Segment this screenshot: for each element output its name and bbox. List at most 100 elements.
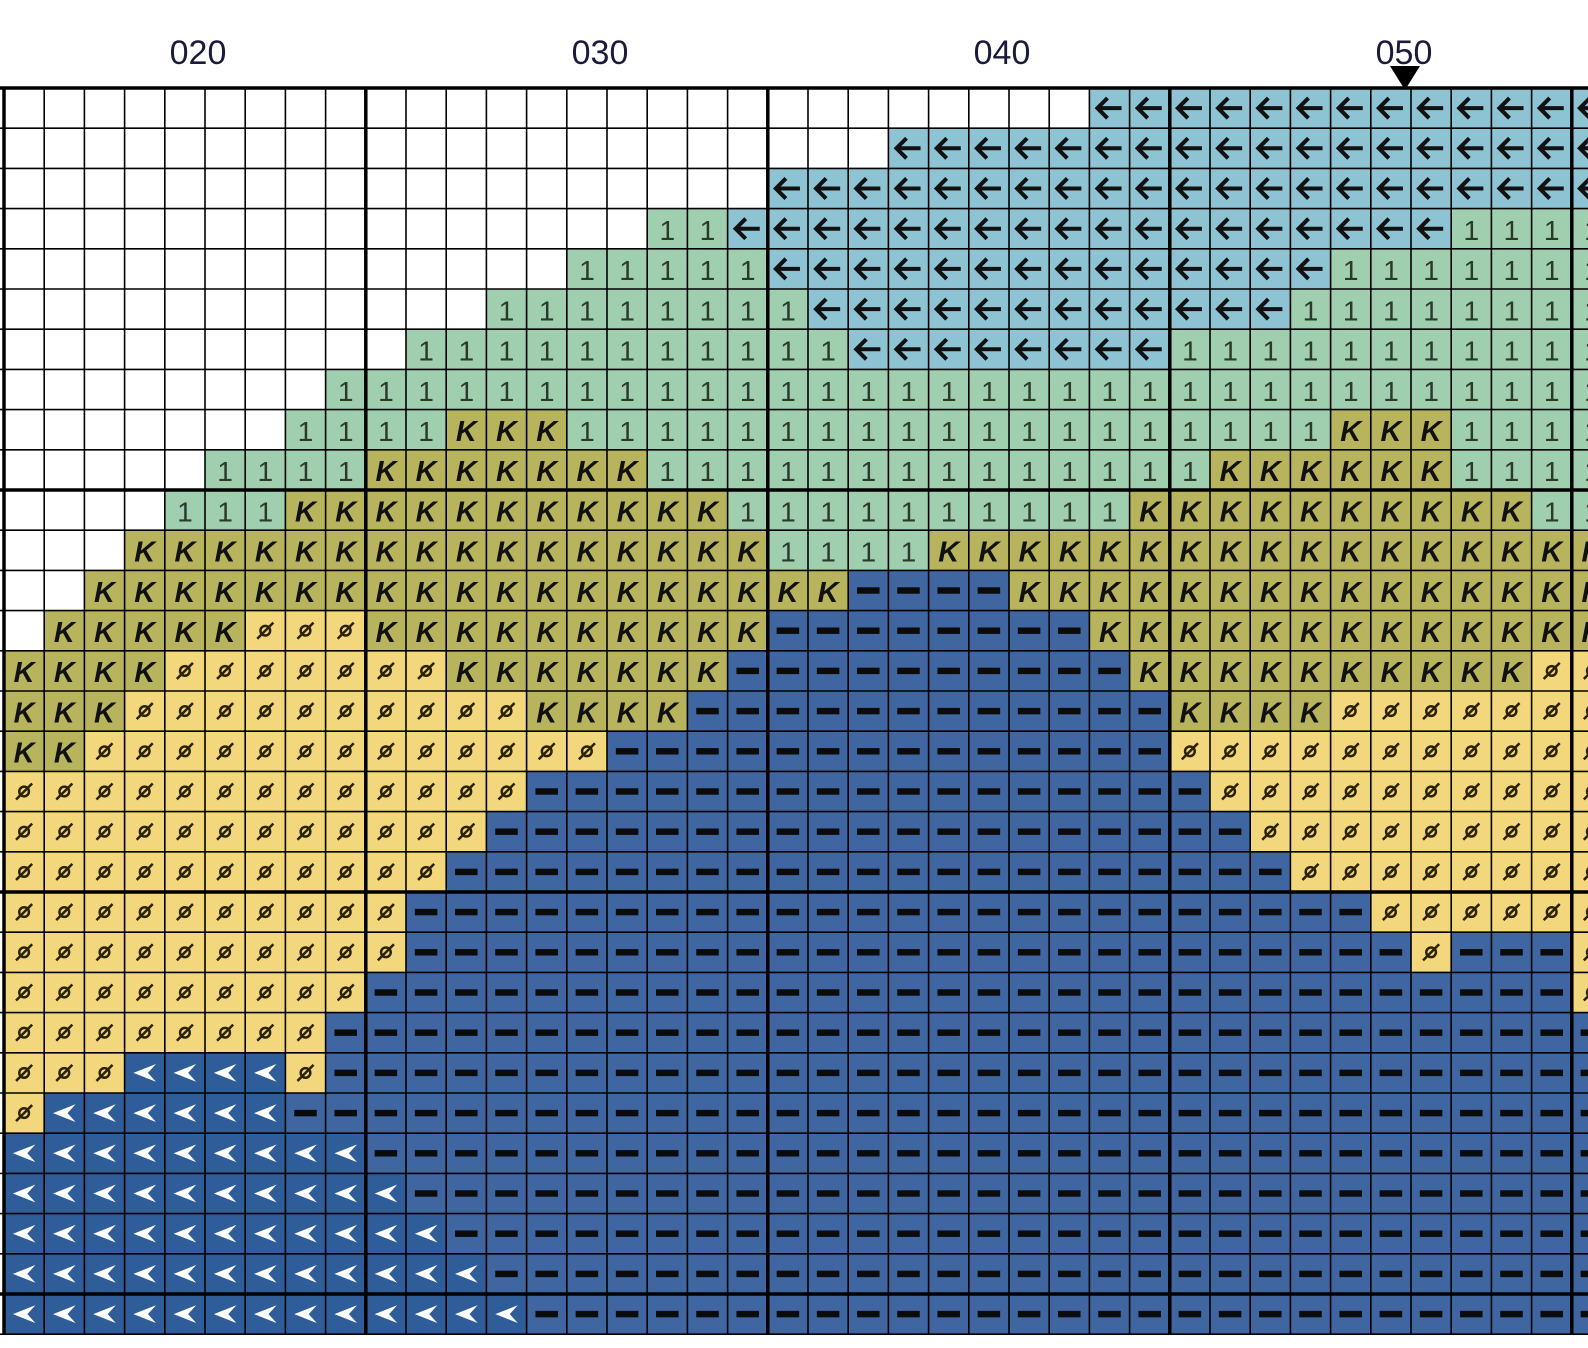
stitch-cell: K — [1250, 691, 1291, 732]
stitch-cell — [1370, 88, 1411, 129]
stitch-cell — [928, 329, 969, 370]
cell-fill — [647, 289, 688, 330]
k-symbol: K — [1461, 657, 1484, 689]
stitch-cell — [1330, 1012, 1371, 1053]
stitch-cell — [566, 892, 607, 933]
dash-symbol — [1540, 949, 1563, 956]
dash-symbol — [1379, 1029, 1403, 1036]
dash-symbol — [776, 1069, 800, 1077]
cell-fill — [4, 369, 45, 410]
dash-symbol — [696, 1270, 719, 1278]
cell-fill — [1571, 691, 1588, 732]
stitch-cell — [1129, 168, 1170, 209]
stitch-cell: K — [526, 610, 567, 651]
dash-symbol — [1218, 1150, 1242, 1157]
stitch-cell — [767, 208, 808, 249]
dash-symbol — [857, 1150, 880, 1157]
stitch-cell — [4, 892, 45, 933]
dash-symbol — [897, 1109, 920, 1117]
stitch-cell — [1210, 1133, 1251, 1174]
stitch-cell — [1491, 892, 1532, 933]
stitch-cell — [1531, 1012, 1572, 1053]
cell-fill — [687, 168, 728, 209]
stitch-cell — [1169, 128, 1210, 169]
stitch-cell — [1411, 691, 1452, 732]
dash-symbol — [1017, 707, 1041, 715]
cell-fill — [486, 409, 527, 450]
stitch-cell — [848, 570, 889, 611]
stitch-cell: K — [1210, 449, 1251, 490]
stitch-cell — [526, 972, 567, 1013]
one-symbol: 1 — [1102, 496, 1118, 527]
cell-fill — [1250, 530, 1291, 571]
dash-symbol — [857, 788, 880, 795]
stitch-cell — [928, 1213, 969, 1254]
dash-symbol — [736, 1150, 759, 1157]
stitch-cell — [848, 1213, 889, 1254]
left-arrow-symbol — [1255, 136, 1283, 160]
k-symbol: K — [295, 577, 318, 609]
stitch-cell — [968, 771, 1009, 812]
one-symbol: 1 — [257, 456, 273, 487]
stitch-cell — [1169, 168, 1210, 209]
cell-fill — [1370, 248, 1411, 289]
stitch-cell — [968, 248, 1009, 289]
stitch-cell — [1049, 1052, 1090, 1093]
cell-fill — [1411, 329, 1452, 370]
k-symbol: K — [1139, 617, 1162, 649]
stitch-cell — [486, 1173, 527, 1214]
cell-fill — [1411, 248, 1452, 289]
cell-fill — [1049, 570, 1090, 611]
one-symbol: 1 — [619, 416, 635, 447]
dash-symbol — [1218, 908, 1242, 916]
cell-fill — [4, 88, 45, 129]
stitch-cell — [1089, 1052, 1130, 1093]
cell-fill — [446, 289, 487, 330]
stitch-cell — [44, 972, 85, 1013]
cell-fill — [1411, 289, 1452, 330]
stitch-cell — [1370, 691, 1411, 732]
cell-fill — [245, 449, 286, 490]
cell-fill — [205, 128, 246, 169]
stitch-cell: 1 — [1330, 369, 1371, 410]
dash-symbol — [1299, 1270, 1322, 1278]
one-symbol: 1 — [1102, 416, 1118, 447]
stitch-cell — [486, 892, 527, 933]
cell-fill — [325, 369, 366, 410]
stitch-cell — [808, 892, 849, 933]
one-symbol: 1 — [1303, 295, 1319, 326]
dash-symbol — [455, 1150, 478, 1157]
dash-symbol — [816, 1069, 840, 1077]
stitch-cell: 1 — [607, 409, 648, 450]
stitch-cell — [365, 329, 406, 370]
cell-fill — [406, 490, 447, 531]
k-symbol: K — [456, 456, 479, 488]
one-symbol: 1 — [700, 376, 716, 407]
left-arrow-symbol — [1335, 136, 1363, 160]
cell-fill — [687, 530, 728, 571]
stitch-cell — [1571, 731, 1588, 772]
cell-fill — [566, 329, 607, 370]
dash-symbol — [937, 788, 960, 795]
cell-fill — [1169, 530, 1210, 571]
stitch-cell — [4, 88, 45, 129]
dash-symbol — [656, 1190, 679, 1197]
k-symbol: K — [1260, 697, 1283, 729]
k-symbol: K — [1380, 416, 1403, 448]
cell-fill — [968, 409, 1009, 450]
left-arrow-symbol — [1014, 217, 1042, 241]
dash-symbol — [1058, 908, 1081, 916]
stitch-cell — [928, 289, 969, 330]
stitch-cell — [1129, 771, 1170, 812]
cell-fill — [1571, 530, 1588, 571]
dash-symbol — [776, 1230, 800, 1237]
stitch-cell — [406, 1093, 447, 1134]
dash-symbol — [696, 748, 719, 755]
dash-symbol — [736, 748, 759, 755]
stitch-cell — [1451, 892, 1492, 933]
dash-symbol — [977, 1190, 1001, 1197]
dash-symbol — [816, 788, 840, 795]
stitch-cell: K — [406, 610, 447, 651]
one-symbol: 1 — [539, 376, 555, 407]
stitch-cell — [928, 208, 969, 249]
